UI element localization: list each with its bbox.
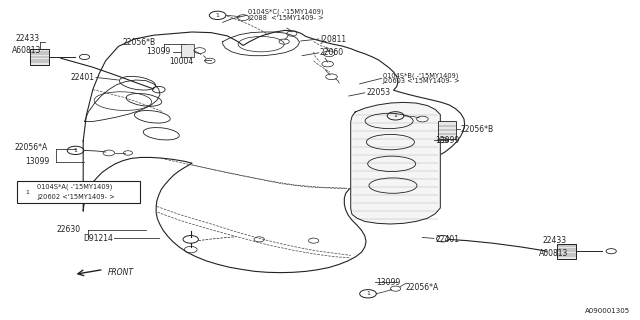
- Text: 22433: 22433: [16, 34, 40, 43]
- Text: 0104S*A( -'15MY1409): 0104S*A( -'15MY1409): [37, 184, 113, 190]
- Text: 0104S*B( -'15MY1409): 0104S*B( -'15MY1409): [383, 72, 458, 79]
- Text: 13099: 13099: [435, 136, 460, 145]
- Text: 13099: 13099: [146, 47, 170, 56]
- Text: 22401: 22401: [435, 235, 460, 244]
- Text: J20811: J20811: [320, 35, 346, 44]
- Text: 13099: 13099: [26, 157, 50, 166]
- Text: 22630: 22630: [56, 225, 81, 234]
- Text: 22053: 22053: [366, 88, 390, 97]
- Polygon shape: [351, 102, 440, 224]
- Text: 1: 1: [216, 13, 220, 18]
- FancyBboxPatch shape: [17, 181, 140, 203]
- Bar: [30, 49, 49, 65]
- Text: 1: 1: [366, 291, 370, 296]
- Text: J20603 <'15MY1409- >: J20603 <'15MY1409- >: [383, 78, 460, 84]
- Bar: [557, 244, 576, 259]
- Text: J20602 <'15MY1409- >: J20602 <'15MY1409- >: [37, 194, 115, 200]
- Text: 1: 1: [25, 189, 29, 195]
- Text: 13099: 13099: [376, 278, 401, 287]
- Text: 22056*A: 22056*A: [14, 143, 47, 152]
- Text: J2088  <'15MY1409- >: J2088 <'15MY1409- >: [248, 15, 324, 21]
- Text: 22060: 22060: [320, 48, 344, 57]
- Text: 0104S*C( -'15MY1409): 0104S*C( -'15MY1409): [248, 9, 324, 15]
- Text: A60813: A60813: [539, 249, 568, 258]
- Text: A090001305: A090001305: [585, 308, 630, 314]
- Text: D91214: D91214: [83, 234, 113, 243]
- Text: 1: 1: [394, 113, 397, 118]
- Text: 1: 1: [74, 148, 77, 153]
- Bar: [181, 44, 194, 57]
- Text: 10004: 10004: [170, 57, 194, 66]
- Bar: [438, 121, 456, 139]
- Text: A60813: A60813: [12, 46, 41, 55]
- Text: 22056*B: 22056*B: [461, 125, 494, 134]
- Text: 22401: 22401: [70, 73, 95, 82]
- Text: 22056*A: 22056*A: [406, 284, 439, 292]
- Text: 22433: 22433: [543, 236, 567, 245]
- Text: FRONT: FRONT: [108, 268, 134, 277]
- Text: 22056*B: 22056*B: [123, 38, 156, 47]
